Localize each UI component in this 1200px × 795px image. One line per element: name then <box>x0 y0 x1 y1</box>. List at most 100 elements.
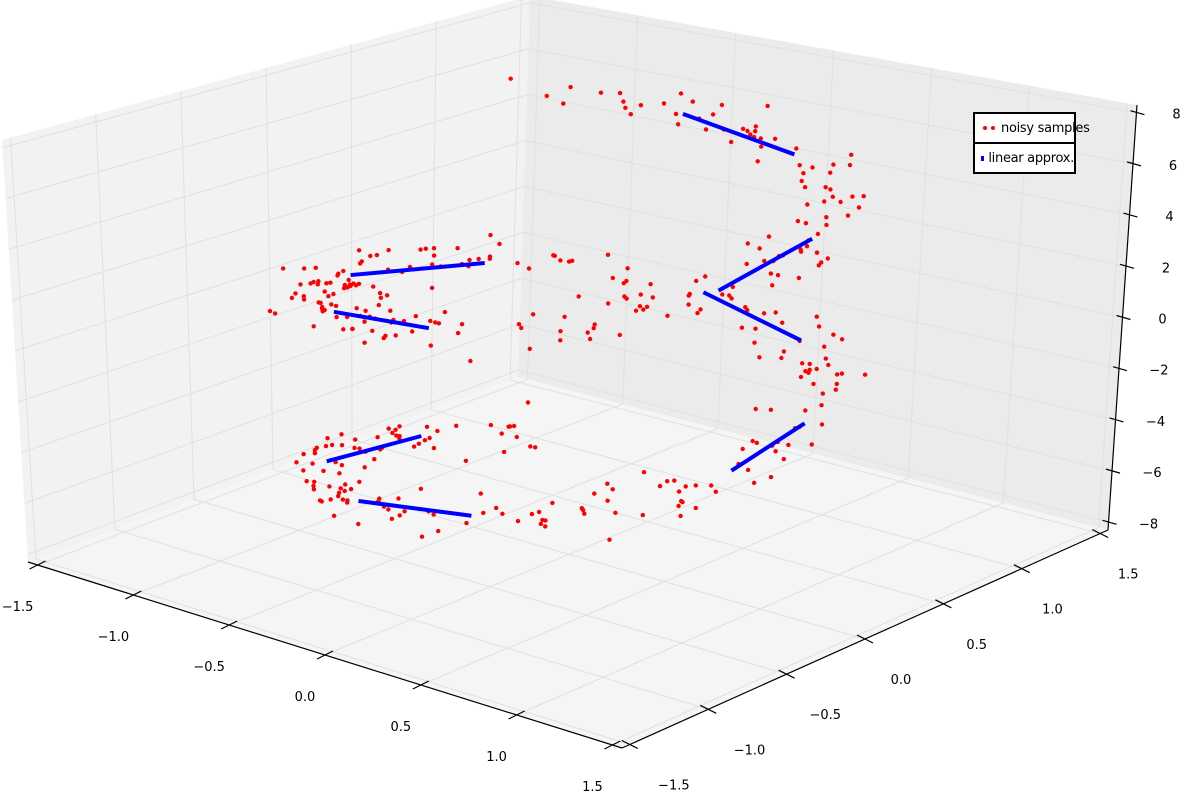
sample-point <box>377 496 382 501</box>
linear-approx-segment <box>717 236 814 293</box>
sample-point <box>341 268 346 274</box>
z-tick <box>1126 161 1142 167</box>
sample-point <box>819 422 825 427</box>
sample-point <box>796 275 802 281</box>
sample-point <box>798 249 804 254</box>
sample-point <box>423 246 428 251</box>
sample-point <box>648 282 653 287</box>
sample-point <box>822 199 827 204</box>
sample-point <box>336 490 342 495</box>
z-tick <box>1112 366 1128 372</box>
sample-point <box>455 330 461 336</box>
sample-point <box>331 513 337 518</box>
sample-point <box>435 428 440 434</box>
x-tick <box>220 620 238 630</box>
sample-point <box>831 332 836 337</box>
wall-grid-z <box>27 369 519 555</box>
sample-point <box>340 497 346 502</box>
sample-point <box>430 262 435 267</box>
sample-point <box>780 320 785 325</box>
sample-point <box>657 483 663 489</box>
sample-point <box>686 293 691 298</box>
sample-point <box>814 366 819 372</box>
sample-point <box>675 122 681 127</box>
sample-point <box>418 486 424 491</box>
sample-point <box>794 146 799 151</box>
legend-label: linear approx. <box>988 150 1074 166</box>
sample-point <box>816 263 821 268</box>
sample-point <box>613 510 618 515</box>
sample-point <box>353 283 359 288</box>
sample-point <box>422 438 428 443</box>
y-tick <box>856 634 874 644</box>
sample-point <box>745 241 750 246</box>
sample-point <box>795 218 801 224</box>
sample-point <box>467 257 472 263</box>
wall-grid-z <box>5 48 529 199</box>
sample-point <box>633 308 639 313</box>
sample-point <box>761 311 767 316</box>
sample-point <box>386 247 391 253</box>
sample-point <box>550 500 555 506</box>
sample-point <box>267 308 273 314</box>
sample-point <box>375 435 380 440</box>
sample-point <box>329 442 335 448</box>
sample-point <box>823 185 828 190</box>
grid-lines <box>2 0 1137 746</box>
sample-point <box>459 322 465 327</box>
wall-grid-z <box>14 186 525 352</box>
sample-point <box>393 427 398 432</box>
sample-point <box>850 194 855 199</box>
sample-point <box>431 445 437 451</box>
sample-point <box>337 471 342 476</box>
sample-point <box>386 426 391 431</box>
sample-point <box>587 336 593 342</box>
sample-point <box>766 234 772 239</box>
sample-point <box>280 266 286 271</box>
sample-point <box>301 451 306 457</box>
sample-point <box>623 105 628 111</box>
legend: noisy samples linear approx. <box>973 112 1090 174</box>
sample-point <box>828 187 833 192</box>
wall-grid-z <box>2 2 530 149</box>
sample-point <box>610 487 615 492</box>
sample-point <box>820 391 825 396</box>
y-tick <box>935 599 952 609</box>
sample-point <box>511 423 517 429</box>
sample-point <box>397 436 402 441</box>
sample-point <box>508 76 513 81</box>
sample-point <box>644 304 650 309</box>
sample-point <box>585 330 590 335</box>
sample-point <box>376 302 381 308</box>
sample-point <box>336 493 341 499</box>
sample-point <box>819 403 824 408</box>
sample-point <box>566 259 572 264</box>
sample-point <box>338 486 343 491</box>
x-tick-label: 0.5 <box>390 720 411 735</box>
sample-point <box>802 185 808 190</box>
sample-point <box>676 503 681 509</box>
sample-point <box>323 443 329 449</box>
sample-point <box>628 112 633 117</box>
z-tick-label: 8 <box>1172 108 1180 123</box>
sample-point <box>506 424 511 429</box>
z-tick-label: −4 <box>1146 415 1165 430</box>
x-tick-label: −0.5 <box>193 660 225 675</box>
sample-point <box>529 511 535 517</box>
sample-point <box>847 162 853 168</box>
sample-point <box>350 326 355 332</box>
sample-point <box>740 446 745 452</box>
sample-point <box>454 423 459 428</box>
sample-point <box>720 292 725 297</box>
sample-point <box>745 467 751 473</box>
sample-point <box>346 277 351 283</box>
sample-point <box>304 479 309 484</box>
sample-point <box>811 381 816 387</box>
sample-point <box>363 308 368 313</box>
sample-point <box>394 433 399 438</box>
y-tick-label: 0.5 <box>966 638 987 653</box>
sample-point <box>568 84 573 90</box>
floor-grid-y <box>193 498 787 675</box>
sample-point <box>356 248 362 253</box>
sample-point <box>311 487 317 492</box>
